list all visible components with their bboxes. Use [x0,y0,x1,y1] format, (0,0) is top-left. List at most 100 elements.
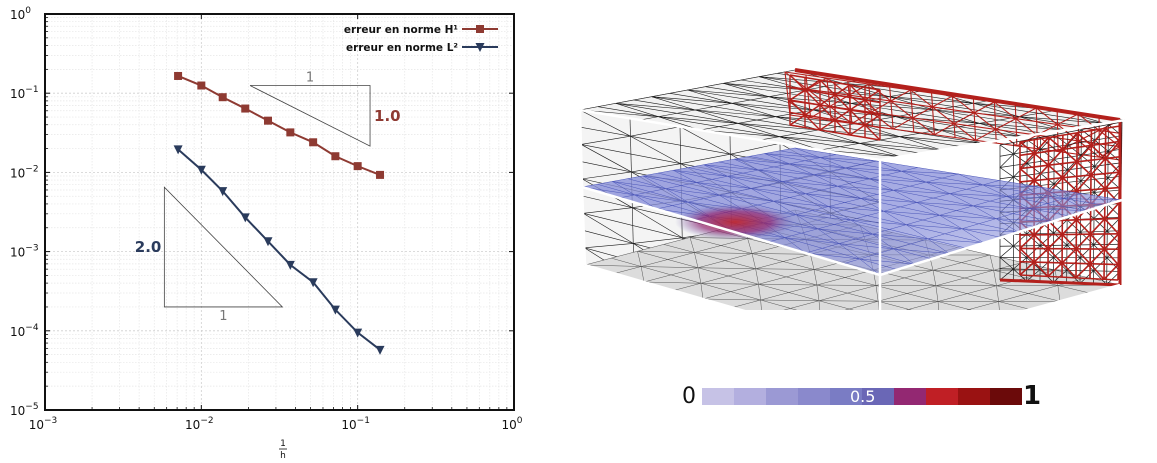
mesh-edge [1015,118,1038,136]
mesh-edge [1047,233,1063,250]
mesh-edge [758,284,817,286]
slope-run-label: 1 [219,309,227,324]
mesh-edge [1076,132,1092,146]
mesh-edge [597,106,901,157]
mesh-edge [1040,186,1065,199]
mesh-edge [893,248,950,254]
mesh-edge [1089,263,1105,280]
mesh-edge [1063,198,1088,211]
mesh-edge [755,268,759,285]
colorbar-strip [702,388,1022,405]
mesh-edge [687,89,733,104]
mesh-edge [640,266,645,283]
mesh-edge [1067,144,1082,156]
mesh-edge [1047,164,1064,179]
y-tick-label: 10−4 [10,323,39,339]
mesh-edge [859,143,942,151]
mesh-edge [673,170,728,177]
x-tick-label: 10−3 [29,416,58,432]
mesh-edge [804,79,821,91]
slope-run-label: 1 [306,71,314,86]
series-line [177,148,381,351]
mesh-edge [1035,107,1058,125]
mesh-edge [764,153,821,158]
mesh-edge [1019,233,1119,236]
mesh-edge [999,153,1014,168]
mesh-edge [695,109,776,117]
mesh-edge [1033,248,1049,263]
mesh-edge [819,79,836,96]
mesh-edge [1006,196,1031,209]
mesh-edge [1019,116,1064,131]
mesh-edge [651,96,733,104]
mesh-edge [892,117,913,130]
mesh-edge [993,270,997,286]
colorbar: 0 0.5 1 [680,381,1041,411]
mesh-edge [872,233,894,250]
mesh-edge [889,96,974,104]
mesh-edge [615,103,659,117]
mesh-edge [1075,263,1091,279]
mesh-edge [973,112,996,130]
data-point [353,328,363,338]
mesh-edge [818,300,879,302]
plot-area [45,14,514,410]
mesh-edge [864,99,881,116]
mesh-edge [1040,149,1055,160]
mesh-edge [839,243,894,250]
mesh-edge [615,103,696,111]
data-point [196,165,206,175]
mesh-edge [750,188,806,194]
mesh-edge [612,181,666,189]
mesh-edge [875,285,879,302]
convergence-plot: 1 1.0 1 2.0 10−3 10−2 10−1 100 10−5 10−4 10−3 10−2… [10,6,523,461]
mesh-edge [581,135,631,145]
mesh-edge [694,252,699,268]
y-tick-label: 10−1 [10,85,39,101]
data-point [309,138,318,147]
mesh-edge [804,114,821,131]
mesh-edge [864,124,881,141]
series-square [174,71,385,179]
mesh-edge [789,99,806,116]
mesh-edge [696,182,720,196]
mesh-edge [1039,245,1054,258]
mesh-3d-figure [578,68,1126,310]
mesh-edge [958,173,983,186]
mesh-edge [805,193,862,199]
mesh-edge [829,105,853,124]
data-point [240,213,250,223]
mesh-edge [773,201,829,207]
mesh-edge [864,89,881,101]
mesh-edge [999,268,1014,281]
box-edge [580,186,587,266]
mesh-edge [805,193,829,207]
mesh-edge [927,238,984,244]
mesh-edge [1090,144,1106,160]
mesh-edge [893,248,915,265]
mesh-edge [925,181,950,194]
mesh-edge [813,269,818,286]
mesh-edge [1089,233,1105,250]
mesh-edge [1047,262,1063,278]
mesh-edge [1080,218,1095,233]
mesh-edge [703,164,728,177]
mesh-edge [751,253,811,255]
mesh-edge [631,163,681,173]
mesh-edge [1015,107,1037,120]
mesh-edge [583,207,633,214]
mesh-edge [1019,125,1121,143]
mesh-edge [973,205,997,219]
mesh-edge [612,181,635,196]
mesh-edge [972,98,977,141]
mesh-edge [925,181,983,186]
mesh-edge [870,111,894,130]
series-layer [173,71,385,355]
mesh-edge [901,171,959,175]
mesh-edge [845,167,870,179]
x-tick-label: 100 [501,416,522,432]
colorbar-mid-label: 0.5 [850,387,876,406]
mesh-edge [1039,257,1054,270]
series-line [177,75,381,176]
mesh-edge [804,89,821,106]
